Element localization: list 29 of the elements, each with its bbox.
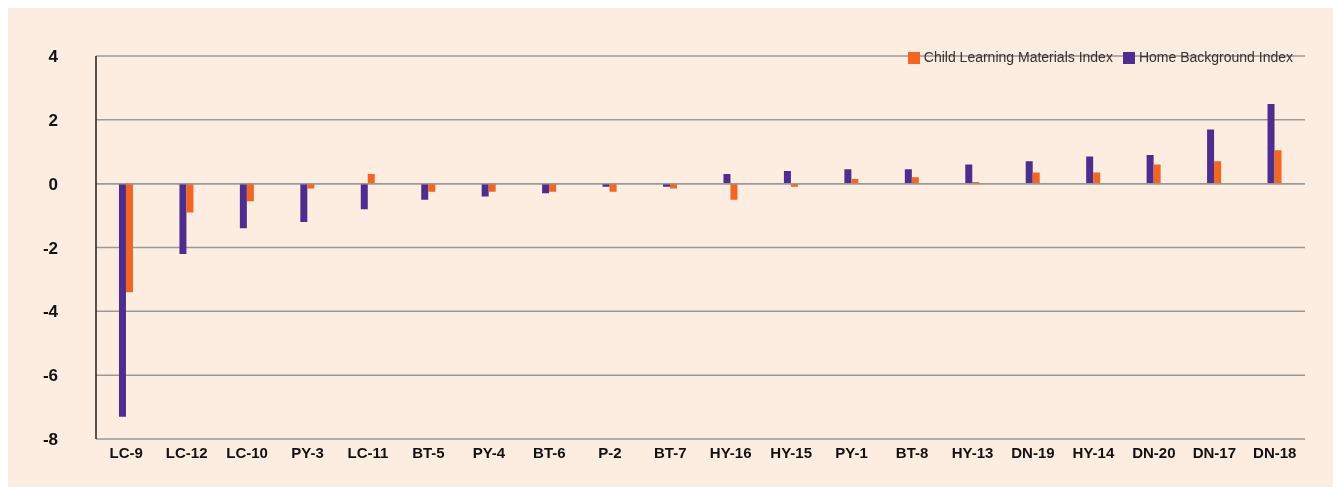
x-tick-label: PY-4 bbox=[472, 443, 506, 461]
x-tick-label: DN-17 bbox=[1192, 443, 1236, 461]
x-tick-label: LC-11 bbox=[347, 443, 389, 461]
y-tick-label: -8 bbox=[42, 430, 58, 450]
x-tick-label: BT-6 bbox=[533, 443, 566, 461]
x-tick-label: HY-16 bbox=[709, 443, 752, 461]
y-tick-label: -4 bbox=[42, 302, 59, 322]
x-tick-label: P-2 bbox=[598, 443, 622, 461]
x-tick-label: HY-14 bbox=[1072, 443, 1115, 461]
x-tick-label: DN-20 bbox=[1132, 443, 1176, 461]
legend-label: Child Learning Materials Index bbox=[923, 49, 1113, 65]
x-tick-label: PY-1 bbox=[835, 443, 868, 461]
x-tick-label: LC-9 bbox=[109, 443, 143, 461]
x-tick-label: DN-19 bbox=[1011, 443, 1055, 461]
x-tick-label: DN-18 bbox=[1253, 443, 1297, 461]
x-tick-label: BT-8 bbox=[895, 443, 929, 461]
x-tick-label: BT-5 bbox=[412, 443, 445, 461]
x-tick-label: LC-10 bbox=[226, 443, 268, 461]
x-tick-label: HY-15 bbox=[770, 443, 813, 461]
y-tick-label: -6 bbox=[42, 366, 58, 386]
y-tick-label: 2 bbox=[48, 110, 58, 130]
x-tick-label: BT-7 bbox=[654, 443, 687, 461]
legend-label: Home Background Index bbox=[1138, 49, 1293, 65]
x-tick-label: LC-12 bbox=[165, 443, 208, 461]
y-tick-label: -2 bbox=[42, 238, 58, 258]
x-tick-label: PY-3 bbox=[291, 443, 324, 461]
x-tick-label: HY-13 bbox=[951, 443, 994, 461]
y-tick-label: 4 bbox=[48, 47, 59, 67]
y-tick-label: 0 bbox=[48, 174, 58, 194]
